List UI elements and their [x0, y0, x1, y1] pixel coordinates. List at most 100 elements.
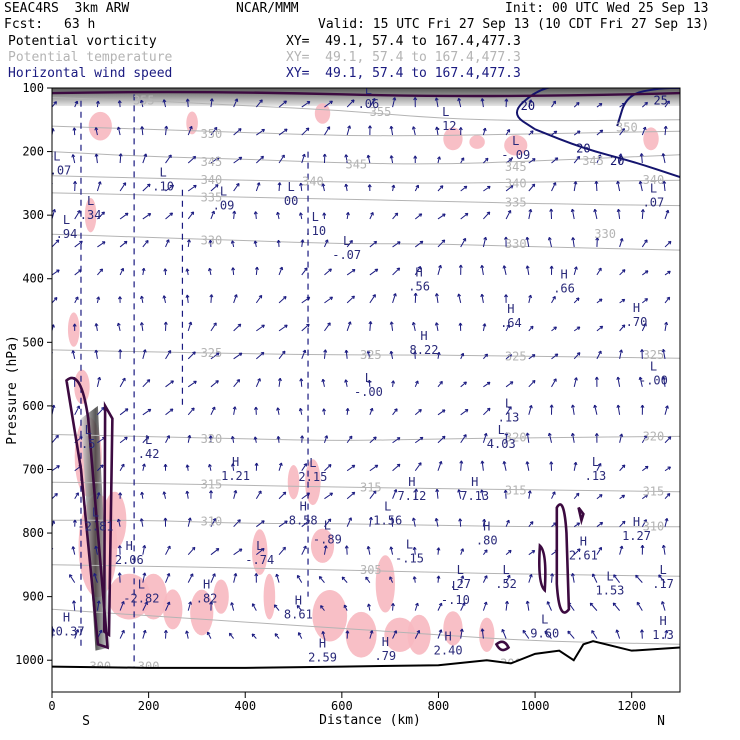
wind-vector	[460, 238, 467, 248]
wind-vector-head	[322, 212, 327, 216]
wind-vector-head	[394, 212, 399, 217]
wind-vector-head	[101, 211, 105, 216]
wind-vector	[503, 461, 507, 471]
wind-vector-head	[574, 377, 578, 381]
wind-vector-head	[434, 517, 439, 522]
wind-vector	[345, 154, 348, 164]
wind-vector	[324, 268, 332, 276]
extremum-marker: L	[220, 185, 227, 199]
wind-vector-head	[323, 545, 328, 549]
wind-vector	[482, 549, 488, 555]
pv-fill-patch	[88, 111, 112, 141]
wind-vector	[617, 209, 621, 220]
wind-vector	[187, 546, 196, 556]
wind-vector	[210, 548, 220, 556]
extremum-marker: H	[483, 520, 490, 534]
wind-vector-head	[191, 407, 195, 411]
wind-vector	[165, 630, 167, 639]
field-xy-wind: XY= 49.1, 57.4 to 167.4,477.3	[286, 66, 521, 81]
wind-vector-head	[391, 184, 396, 189]
wind-vector	[210, 184, 219, 192]
wind-vector-head	[329, 296, 333, 301]
extremum-marker: H	[659, 614, 666, 628]
wind-vector	[639, 181, 643, 192]
wind-vector-head	[635, 574, 639, 579]
wind-vector-head	[139, 99, 144, 104]
wind-vector-head	[621, 494, 626, 499]
wind-vector-head	[660, 601, 665, 605]
wind-vector	[662, 153, 666, 164]
wind-vector	[231, 240, 235, 248]
wind-vector	[278, 491, 287, 500]
wind-vector-head	[638, 180, 643, 185]
theta-label: 315	[201, 478, 223, 492]
wind-vector	[297, 575, 303, 583]
wind-vector	[95, 127, 98, 136]
wind-vector	[551, 522, 557, 528]
wind-vector-head	[567, 630, 571, 635]
wind-vector-head	[415, 184, 420, 189]
wind-vector-head	[666, 493, 671, 497]
extremum-marker: L	[452, 579, 459, 593]
wind-vector	[346, 212, 349, 220]
wind-vector	[437, 461, 442, 471]
wind-vector-head	[436, 547, 441, 551]
extremum-value: .66	[553, 281, 575, 295]
extremum-value: 8.22	[410, 343, 439, 357]
wind-vector	[596, 494, 603, 500]
wind-vector	[392, 380, 394, 387]
wind-vector	[233, 294, 238, 304]
wind-vector-head	[438, 629, 443, 633]
wind-vector-head	[208, 435, 213, 439]
wind-vector	[392, 603, 394, 611]
wind-vector	[52, 493, 58, 500]
wind-vector	[551, 378, 557, 388]
wind-vector-head	[206, 631, 211, 636]
wind-vector-head	[591, 630, 595, 634]
wind-vector	[414, 630, 420, 639]
wind-vector-head	[662, 180, 667, 185]
wind-vector	[664, 126, 667, 136]
wind-vector	[142, 408, 152, 416]
wind-vector-head	[96, 492, 101, 496]
wind-vector-head	[441, 409, 446, 413]
wind-vector-head	[213, 126, 218, 131]
extremum-marker: L	[442, 105, 449, 119]
extremum-value: .10	[304, 224, 326, 238]
wind-vector	[551, 100, 556, 108]
wind-vector-head	[374, 268, 379, 273]
wind-vector-head	[233, 573, 238, 577]
wind-vector-head	[370, 212, 374, 216]
extremum-value: -.15	[395, 551, 424, 565]
wind-vector	[526, 432, 530, 443]
wind-vector-head	[618, 153, 623, 157]
extremum-marker: H	[471, 475, 478, 489]
wind-vector-head	[644, 270, 649, 274]
extremum-value: 1.21	[221, 469, 250, 483]
wind-vector-head	[304, 267, 308, 271]
wind-vector-head	[547, 237, 552, 241]
wind-vector	[278, 128, 288, 136]
wind-vector-head	[79, 240, 83, 245]
wind-vector	[324, 296, 333, 304]
wind-vector	[642, 494, 648, 500]
wind-vector-head	[640, 349, 645, 353]
wind-vector-head	[211, 210, 216, 215]
wind-vector-layer	[52, 94, 672, 667]
wind-vector-head	[284, 324, 288, 329]
wind-vector	[322, 379, 325, 387]
extremum-value: .06	[358, 97, 380, 111]
wind-vector-head	[459, 460, 464, 464]
wind-vector	[324, 464, 332, 472]
extremum-marker: H	[232, 455, 239, 469]
wind-vector	[505, 549, 512, 556]
wind-vector-head	[165, 239, 170, 243]
wind-vector	[165, 350, 172, 360]
wind-vector-head	[531, 379, 536, 384]
wind-vector-head	[502, 265, 507, 269]
wind-vector-head	[598, 298, 603, 303]
theta-contour-line	[52, 175, 680, 184]
wind-vector	[641, 102, 648, 108]
wind-vector	[460, 381, 467, 388]
